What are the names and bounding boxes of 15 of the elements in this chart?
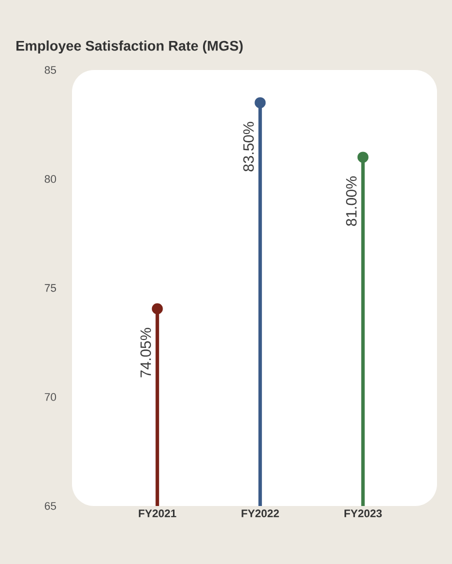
point	[254, 97, 266, 108]
y-tick-label: 65	[44, 502, 56, 510]
x-tick-label: FY2022	[242, 510, 279, 518]
y-tick-label: 80	[44, 175, 56, 183]
point	[152, 303, 163, 314]
y-tick-label: 75	[44, 284, 56, 292]
x-tick-label: FY2021	[138, 510, 176, 518]
x-tick-label: FY2023	[344, 510, 382, 518]
y-tick-label: 85	[44, 66, 56, 74]
y-tick-label: 70	[44, 393, 56, 401]
data-label: 81.00%	[346, 176, 357, 226]
data-label: 83.50%	[243, 122, 254, 172]
chart-title: Employee Satisfaction Rate (MGS)	[16, 40, 243, 54]
point	[357, 152, 368, 163]
data-label: 74.05%	[140, 328, 151, 378]
